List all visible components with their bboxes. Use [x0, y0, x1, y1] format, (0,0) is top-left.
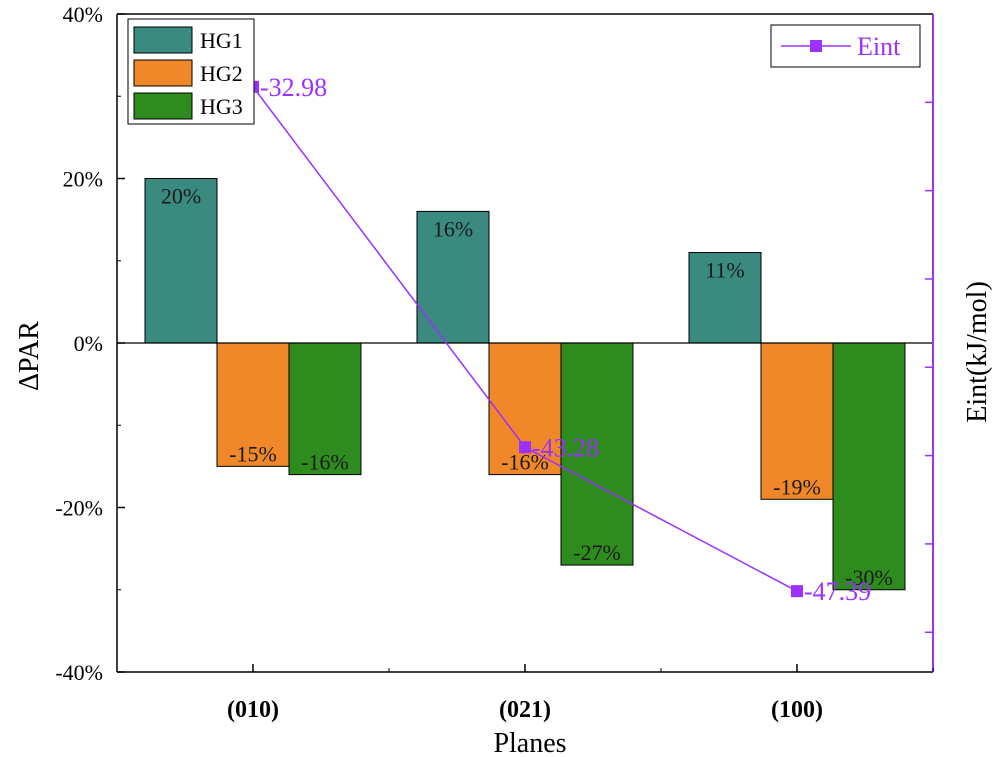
- bar-label-hg3-3: -30%: [845, 565, 893, 590]
- y2-axis-title: Eint(kJ/mol): [962, 281, 993, 423]
- axes-group: -40% -20% 0% 20% 40% (010) (021) (100): [55, 2, 934, 723]
- line-group: -32.98 -43.28 -47.39: [247, 73, 871, 606]
- eint-label-1: -32.98: [260, 73, 327, 102]
- x-tick-label: (010): [227, 697, 279, 723]
- legend-eint-label: Eint: [857, 32, 901, 61]
- x-tick-label: (021): [499, 697, 551, 723]
- bar-hg1-3: [688, 252, 762, 344]
- y-tick-label: 0%: [74, 331, 103, 356]
- legend-label-hg2: HG2: [200, 61, 243, 86]
- bar-label-hg3-2: -27%: [573, 540, 621, 565]
- y-axis-title: ΔPAR: [14, 321, 45, 391]
- bar-label-hg2-3: -19%: [773, 474, 821, 499]
- legend-swatch-hg3: [133, 92, 193, 120]
- x-tick-label: (100): [771, 697, 823, 723]
- y-tick-label: -20%: [55, 496, 103, 521]
- bar-label-hg1-2: 16%: [433, 216, 473, 241]
- legend-eint-marker: [810, 40, 822, 52]
- bar-label-hg2-2: -16%: [501, 450, 549, 475]
- y-tick-label: 20%: [63, 167, 103, 192]
- bar-label-hg1-1: 20%: [161, 184, 201, 209]
- legend-swatch-hg1: [133, 26, 193, 54]
- bar-hg2-3: [760, 342, 834, 500]
- bar-label-hg3-1: -16%: [301, 450, 349, 475]
- legend-group: HG1 HG2 HG3 Eint: [127, 18, 921, 125]
- eint-point-3: [791, 585, 803, 598]
- legend-swatch-hg2: [133, 59, 193, 87]
- eint-label-3: -47.39: [804, 577, 871, 606]
- legend-label-hg3: HG3: [200, 94, 243, 119]
- y-tick-label: 40%: [63, 2, 103, 27]
- bar-hg3-3: [832, 342, 906, 591]
- x-axis-title: Planes: [493, 728, 566, 757]
- bars-group: 20% 16% 11% -15% -16% -19% -16% -27% -30%: [144, 178, 906, 591]
- bar-label-hg2-1: -15%: [229, 441, 277, 466]
- bar-hg1-1: [144, 178, 218, 344]
- eint-label-2: -43.28: [532, 433, 599, 462]
- bar-hg2-1: [216, 342, 290, 467]
- bar-hg3-1: [288, 342, 362, 476]
- bar-hg3-2: [560, 342, 634, 566]
- bar-label-hg1-3: 11%: [705, 258, 745, 283]
- eint-point-2: [519, 441, 531, 454]
- y-tick-label: -40%: [55, 660, 103, 685]
- legend-label-hg1: HG1: [200, 28, 243, 53]
